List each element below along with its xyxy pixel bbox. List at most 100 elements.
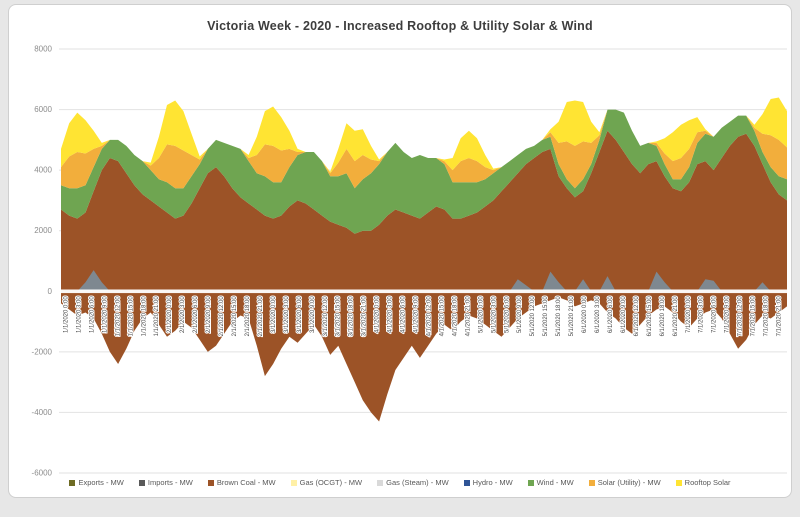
legend-marker-icon — [69, 479, 76, 486]
x-axis-tick-label: 4/1/2020 9:00 — [414, 296, 420, 333]
x-axis-tick-label: 6/1/2020 18:00 — [660, 296, 666, 337]
x-axis-tick-label: 3/1/2020 15:00 — [336, 296, 342, 337]
x-axis-tick-label: 3/1/2020 18:00 — [349, 296, 355, 337]
x-axis-tick-label: 4/1/2020 0:00 — [375, 296, 381, 333]
x-axis-tick-label: 4/1/2020 12:00 — [426, 296, 432, 337]
x-axis-tick-label: 7/1/2020 0:00 — [686, 296, 692, 333]
x-axis-tick-label: 5/1/2020 18:00 — [556, 296, 562, 337]
legend-label: Gas (Steam) - MW — [386, 478, 449, 487]
x-axis-tick-label: 5/1/2020 21:00 — [569, 296, 575, 337]
y-axis-tick-label: 2000 — [34, 226, 52, 235]
x-axis-tick-label: 6/1/2020 0:00 — [582, 296, 588, 333]
legend-marker-icon — [675, 479, 682, 486]
legend-marker-icon — [463, 479, 470, 486]
y-axis-tick-label: -2000 — [32, 347, 53, 356]
x-axis-tick-label: 1/1/2020 6:00 — [89, 296, 95, 333]
x-axis-tick-labels: 1/1/2020 0:00 1/1/2020 3:00 1/1/2020 6:00 1… — [62, 295, 783, 338]
legend-marker-icon — [290, 479, 297, 486]
x-axis-tick-label: 1/1/2020 9:00 — [102, 296, 108, 333]
x-axis-tick-label: 1/1/2020 21:00 — [154, 296, 160, 337]
zero-axis-line — [59, 289, 787, 294]
x-axis-tick-label: 7/1/2020 18:00 — [764, 296, 770, 337]
stacked-area-chart: 8000 6000 4000 2000 0 -2000 -4000 -6000 1/1/2020… — [32, 45, 787, 478]
x-axis-tick-label: 4/1/2020 18:00 — [452, 296, 458, 337]
x-axis-tick-label: 1/1/2020 0:00 — [63, 296, 69, 333]
area-exports — [61, 291, 787, 422]
legend-label: Hydro - MW — [472, 478, 513, 487]
legend-label: Wind - MW — [536, 478, 574, 487]
legend-marker-icon — [207, 479, 214, 486]
x-axis-tick-label: 6/1/2020 6:00 — [608, 296, 614, 333]
x-axis-tick-label: 7/1/2020 3:00 — [699, 296, 705, 333]
x-axis-tick-label: 6/1/2020 9:00 — [621, 296, 627, 333]
x-axis-tick-label: 3/1/2020 9:00 — [310, 296, 316, 333]
legend-marker-icon — [588, 479, 595, 486]
x-axis-tick-label: 7/1/2020 6:00 — [712, 296, 718, 333]
x-axis-tick-label: 7/1/2020 9:00 — [725, 296, 731, 333]
x-axis-tick-label: 6/1/2020 12:00 — [634, 296, 640, 337]
x-axis-tick-label: 1/1/2020 3:00 — [76, 296, 82, 333]
x-axis-tick-label: 7/1/2020 12:00 — [738, 296, 744, 337]
x-axis-tick-label: 5/1/2020 12:00 — [530, 296, 536, 337]
x-axis-tick-label: 4/1/2020 3:00 — [388, 296, 394, 333]
y-axis-tick-label: 8000 — [34, 45, 52, 54]
x-axis-tick-label: 7/1/2020 15:00 — [751, 296, 757, 337]
x-axis-tick-label: 3/1/2020 21:00 — [362, 296, 368, 337]
legend-item-exports-mw: Exports - MW — [69, 478, 124, 487]
x-axis-tick-label: 5/1/2020 15:00 — [543, 296, 549, 337]
legend-item-rooftop-solar: Rooftop Solar — [675, 478, 731, 487]
legend-marker-icon — [138, 479, 145, 486]
legend-item-gas-steam-mw: Gas (Steam) - MW — [377, 478, 449, 487]
chart-title: Victoria Week - 2020 - Increased Rooftop… — [207, 19, 593, 33]
x-axis-tick-label: 2/1/2020 15:00 — [232, 296, 238, 337]
x-axis-tick-label: 3/1/2020 0:00 — [271, 296, 277, 333]
y-axis-tick-label: 0 — [48, 287, 53, 296]
legend-label: Exports - MW — [78, 478, 124, 487]
x-axis-tick-label: 5/1/2020 3:00 — [491, 296, 497, 333]
x-axis-tick-label: 6/1/2020 21:00 — [673, 296, 679, 337]
area-brown-coal-mw — [61, 130, 787, 292]
legend-item-imports-mw: Imports - MW — [138, 478, 193, 487]
area-imports — [61, 270, 787, 292]
x-axis-tick-label: 5/1/2020 0:00 — [478, 296, 484, 333]
chart-legend: Exports - MW Imports - MW Brown Coal - MW G… — [9, 478, 791, 487]
x-axis-tick-label: 6/1/2020 15:00 — [647, 296, 653, 337]
legend-item-solar-utility-mw: Solar (Utility) - MW — [588, 478, 661, 487]
x-axis-tick-label: 5/1/2020 9:00 — [517, 296, 523, 333]
x-axis-tick-label: 2/1/2020 3:00 — [180, 296, 186, 333]
legend-item-wind-mw: Wind - MW — [527, 478, 574, 487]
x-axis-tick-label: 2/1/2020 18:00 — [245, 296, 251, 337]
legend-label: Solar (Utility) - MW — [597, 478, 661, 487]
area-wind-mw — [61, 109, 787, 234]
x-axis-tick-label: 2/1/2020 21:00 — [258, 296, 264, 337]
legend-label: Gas (OCGT) - MW — [299, 478, 363, 487]
x-axis-tick-label: 4/1/2020 6:00 — [401, 296, 407, 333]
x-axis-tick-label: 4/1/2020 21:00 — [465, 296, 471, 337]
x-axis-tick-label: 3/1/2020 3:00 — [284, 296, 290, 333]
legend-item-gas-ocgt-mw: Gas (OCGT) - MW — [290, 478, 363, 487]
y-axis-tick-label: 4000 — [34, 166, 52, 175]
legend-item-brown-coal-mw: Brown Coal - MW — [207, 478, 276, 487]
x-axis-tick-label: 2/1/2020 12:00 — [219, 296, 225, 337]
x-axis-tick-label: 2/1/2020 9:00 — [206, 296, 212, 333]
chart-panel: Victoria Week - 2020 - Increased Rooftop… — [8, 4, 792, 498]
y-axis-tick-label: -4000 — [32, 408, 53, 417]
x-axis-tick-label: 5/1/2020 6:00 — [504, 296, 510, 333]
x-axis-tick-label: 4/1/2020 15:00 — [439, 296, 445, 337]
y-axis-tick-label: -6000 — [32, 469, 53, 478]
legend-item-hydro-mw: Hydro - MW — [463, 478, 513, 487]
legend-label: Rooftop Solar — [684, 478, 731, 487]
x-axis-tick-label: 6/1/2020 3:00 — [595, 296, 601, 333]
x-axis-tick-label: 1/1/2020 15:00 — [128, 296, 134, 337]
x-axis-tick-label: 2/1/2020 0:00 — [167, 296, 173, 333]
x-axis-tick-label: 3/1/2020 12:00 — [323, 296, 329, 337]
x-axis-tick-label: 1/1/2020 12:00 — [115, 296, 121, 337]
y-axis-tick-label: 6000 — [34, 105, 52, 114]
x-axis-tick-label: 3/1/2020 6:00 — [297, 296, 303, 333]
x-axis-tick-label: 2/1/2020 6:00 — [193, 296, 199, 333]
legend-marker-icon — [527, 479, 534, 486]
legend-label: Imports - MW — [147, 478, 193, 487]
x-axis-tick-label: 7/1/2020 21:00 — [777, 296, 783, 337]
legend-marker-icon — [377, 479, 384, 486]
x-axis-tick-label: 1/1/2020 18:00 — [141, 296, 147, 337]
